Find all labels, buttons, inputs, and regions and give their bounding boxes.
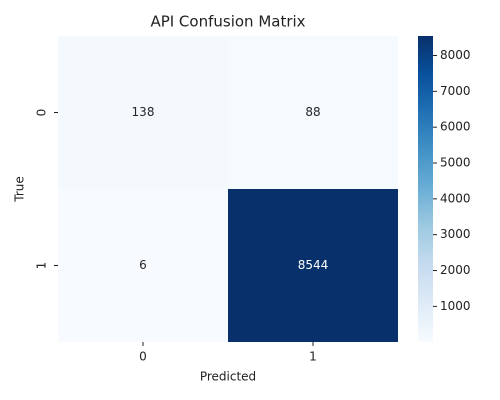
x-axis-label: Predicted: [200, 370, 256, 384]
x-tick-label: 0: [139, 350, 147, 364]
heatmap-cell: [228, 36, 398, 189]
heatmap-cell: [58, 189, 228, 342]
y-tick-label: 1: [35, 262, 49, 270]
cell-value-label: 138: [132, 105, 155, 119]
y-axis-label: True: [13, 176, 27, 203]
cell-value-label: 6: [139, 258, 147, 272]
heatmap-cell: [58, 36, 228, 189]
colorbar-tick-label: 2000: [440, 263, 471, 277]
colorbar-tick-label: 8000: [440, 48, 471, 62]
colorbar-tick-label: 1000: [440, 299, 471, 313]
colorbar-tick-label: 4000: [440, 191, 471, 205]
cell-value-label: 88: [305, 105, 320, 119]
heatmap-cell: [228, 189, 398, 342]
colorbar-tick-label: 6000: [440, 120, 471, 134]
colorbar-tick-label: 5000: [440, 156, 471, 170]
chart-title: API Confusion Matrix: [150, 13, 305, 31]
x-tick-label: 1: [309, 350, 317, 364]
cell-value-label: 8544: [298, 258, 329, 272]
colorbar-tick-label: 3000: [440, 227, 471, 241]
colorbar-tick-label: 7000: [440, 84, 471, 98]
colorbar: [418, 36, 433, 342]
y-tick-label: 0: [35, 109, 49, 117]
